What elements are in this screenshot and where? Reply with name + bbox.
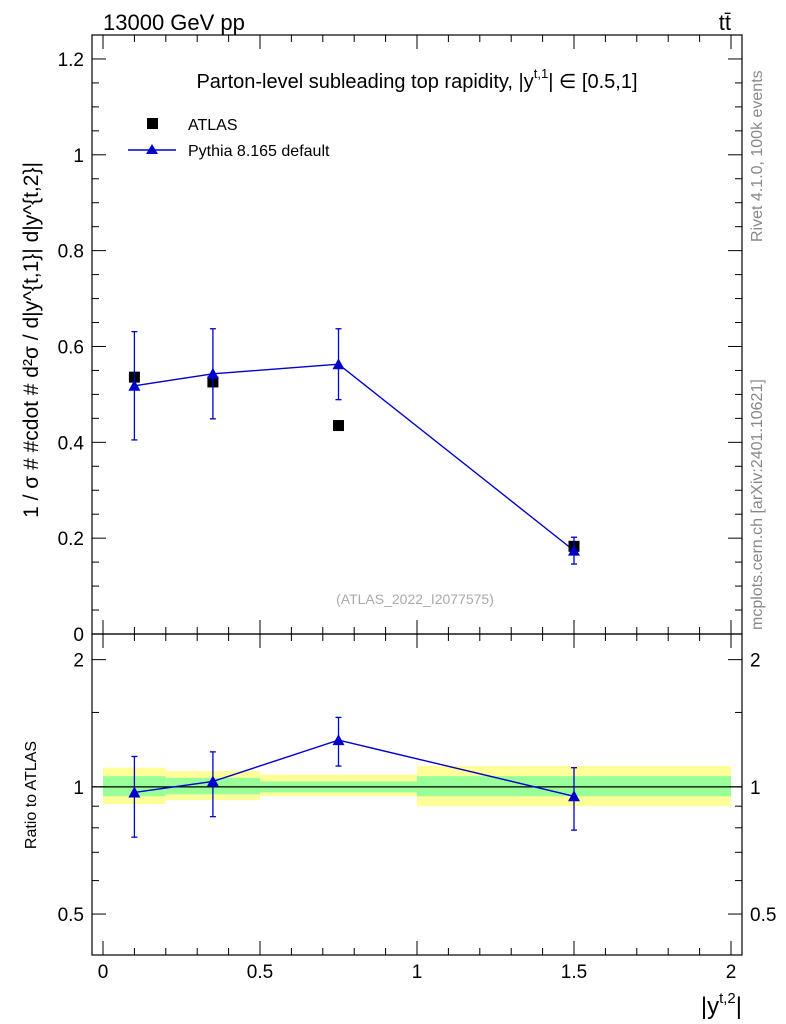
legend-pythia-label: Pythia 8.165 default [188,143,330,160]
legend-atlas-label: ATLAS [188,117,238,134]
legend-pythia-marker [146,144,158,154]
header-right: tt̄ [719,10,731,35]
ratio-pythia-point [332,734,345,746]
header-left: 13000 GeV pp [103,10,245,35]
ratio-pythia-line [134,739,575,797]
main-y-tick-label: 0.2 [58,529,84,550]
main-data-marks [128,328,580,565]
atlas-point [333,420,344,432]
main-y-tick-label: 1 [73,146,84,167]
x-tick-label: 0.5 [247,962,273,983]
ratio-y-tick-label: 0.5 [58,905,84,926]
main-y-tick-label: 0.6 [58,337,84,358]
legend: ATLAS Pythia 8.165 default [128,117,330,160]
chart-title: Parton-level subleading top rapidity, |y… [196,66,637,93]
source-label: mcplots.cern.ch [arXiv:2401.10621] [749,379,766,630]
ratio-y-axis-title: Ratio to ATLAS [23,741,40,849]
pythia-point [332,358,345,370]
pythia-point [568,544,580,556]
x-tick-label: 1.5 [561,962,587,983]
main-panel: Parton-level subleading top rapidity, |y… [58,34,743,646]
x-tick-label: 0 [98,962,109,983]
legend-atlas-marker [147,118,158,129]
ratio-uncertainty-bands [103,766,731,807]
pythia-point [128,379,141,391]
pythia-line [134,363,575,552]
x-tick-label: 1 [412,962,423,983]
analysis-watermark: (ATLAS_2022_I2077575) [336,591,494,607]
ratio-y-tick-label-right: 2 [750,651,761,672]
ratio-y-tick-label-right: 1 [750,778,761,799]
ratio-pythia-point [206,775,219,787]
main-axes: 0 0.2 0.4 0.6 0.8 1 1.2 [58,34,743,646]
ratio-pythia-point [128,786,141,798]
main-y-tick-label: 0 [73,625,84,646]
main-y-tick-label: 1.2 [58,50,84,71]
x-tick-label: 2 [726,962,737,983]
ratio-y-tick-label-right: 0.5 [750,905,776,926]
ratio-axes: 0.5 0.5 1 1 2 2 0 0.5 1 1.5 2 [58,633,776,983]
x-axis-title: |yt,2| [701,990,742,1020]
ratio-data-marks [128,716,580,838]
main-y-tick-label: 0.4 [58,433,85,454]
ratio-pythia-point [568,790,580,802]
ratio-panel: 0.5 0.5 1 1 2 2 0 0.5 1 1.5 2 [58,633,776,983]
pythia-point [206,367,219,379]
main-y-tick-label: 0.8 [58,242,84,263]
ratio-y-tick-label: 2 [73,651,84,672]
main-y-axis-title: 1 / σ # #cdot # d²σ / d|y^{t,1}| d|y^{t,… [20,162,43,518]
ratio-y-tick-label: 1 [73,778,84,799]
rivet-label: Rivet 4.1.0, 100k events [749,70,766,242]
